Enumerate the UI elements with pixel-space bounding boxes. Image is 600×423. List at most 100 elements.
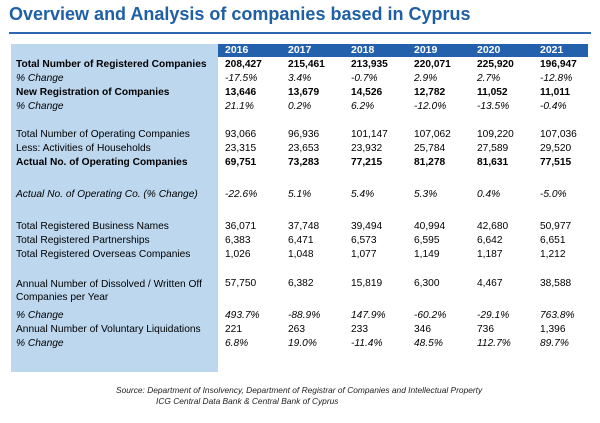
table-row: Total Number of Operating Companies 93,06…	[11, 127, 599, 141]
value-cell: 6.2%	[351, 100, 375, 112]
year-header-band	[218, 44, 588, 57]
value-cell: 0.4%	[477, 188, 501, 200]
value-cell: 25,784	[414, 142, 446, 154]
row-label: Less: Activities of Households	[16, 142, 151, 154]
value-cell: 1,048	[288, 248, 314, 260]
value-cell: 81,631	[477, 156, 509, 168]
row-label: Total Registered Partnerships	[16, 234, 150, 246]
value-cell: 23,315	[225, 142, 257, 154]
value-cell: -29.1%	[477, 309, 510, 321]
value-cell: 6.8%	[225, 337, 249, 349]
row-label: Total Registered Business Names	[16, 220, 169, 232]
value-cell: -12.0%	[414, 100, 447, 112]
value-cell: 763.8%	[540, 309, 575, 321]
table-row: New Registration of Companies 13,646 13,67…	[11, 85, 599, 99]
value-cell: 101,147	[351, 128, 388, 140]
value-cell: 346	[414, 323, 431, 335]
source-line-2: ICG Central Data Bank & Central Bank of …	[156, 396, 339, 406]
row-label: % Change	[16, 309, 64, 321]
value-cell: 23,932	[351, 142, 383, 154]
table-row: % Change -17.5% 3.4% -0.7% 2.9% 2.7% -12.8%	[11, 71, 599, 85]
companies-table: 2016 2017 2018 2019 2020 2021 Total Numb…	[11, 44, 599, 350]
value-cell: 1,396	[540, 323, 566, 335]
year-header: 2016	[225, 44, 249, 56]
table-row: % Change 6.8% 19.0% -11.4% 48.5% 112.7% 89.7%	[11, 336, 599, 350]
label-column-background	[11, 44, 218, 372]
value-cell: 6,382	[288, 278, 314, 289]
value-cell: 93,066	[225, 128, 257, 140]
value-cell: 208,427	[225, 58, 262, 70]
spacer-row	[11, 205, 599, 219]
value-cell: 42,680	[477, 220, 509, 232]
value-cell: 37,748	[288, 220, 320, 232]
table-row: % Change 493.7% -88.9% 147.9% -60.2% -29.1% 76…	[11, 308, 599, 322]
header-label-cell	[11, 44, 221, 57]
value-cell: 36,071	[225, 220, 257, 232]
value-cell: 225,920	[477, 58, 514, 70]
spacer-row	[11, 261, 599, 277]
value-cell: 11,011	[540, 86, 571, 98]
spacer-row	[11, 169, 599, 183]
value-cell: 14,526	[351, 86, 383, 98]
value-cell: 19.0%	[288, 337, 317, 349]
title-underline	[9, 32, 591, 34]
value-cell: 69,751	[225, 156, 257, 168]
table-row: Total Number of Registered Companies 208,…	[11, 57, 599, 71]
table-row: % Change 21.1% 0.2% 6.2% -12.0% -13.5% -0.4%	[11, 99, 599, 113]
value-cell: 6,595	[414, 234, 440, 246]
value-cell: 81,278	[414, 156, 446, 168]
value-cell: 50,977	[540, 220, 572, 232]
value-cell: 2.9%	[414, 72, 438, 84]
value-cell: 6,471	[288, 234, 314, 246]
value-cell: 3.4%	[288, 72, 312, 84]
value-cell: 39,494	[351, 220, 383, 232]
value-cell: 40,994	[414, 220, 446, 232]
value-cell: -22.6%	[225, 188, 258, 200]
value-cell: 107,062	[414, 128, 451, 140]
value-cell: -17.5%	[225, 72, 258, 84]
value-cell: 48.5%	[414, 337, 443, 349]
value-cell: 21.1%	[225, 100, 254, 112]
table-row: Annual Number of Voluntary Liquidations 2…	[11, 322, 599, 336]
table-row: Actual No. of Operating Co. (% Change) -2…	[11, 183, 599, 205]
table-row: Total Registered Partnerships 6,383 6,471 6…	[11, 233, 599, 247]
value-cell: 1,212	[540, 248, 566, 260]
value-cell: 5.3%	[414, 188, 438, 200]
value-cell: 13,679	[288, 86, 320, 98]
value-cell: 73,283	[288, 156, 320, 168]
value-cell: 215,461	[288, 58, 325, 70]
table-row: Annual Number of Dissolved / Written Off…	[11, 277, 599, 308]
value-cell: -13.5%	[477, 100, 510, 112]
value-cell: 220,071	[414, 58, 451, 70]
value-cell: 57,750	[225, 278, 257, 289]
value-cell: 77,215	[351, 156, 383, 168]
value-cell: 77,515	[540, 156, 572, 168]
row-label: Annual Number of Dissolved / Written Off…	[16, 279, 202, 303]
value-cell: -5.0%	[540, 188, 567, 200]
value-cell: -12.8%	[540, 72, 573, 84]
row-label: Total Registered Overseas Companies	[16, 248, 191, 260]
value-cell: 0.2%	[288, 100, 312, 112]
value-cell: 736	[477, 323, 494, 335]
value-cell: 29,520	[540, 142, 572, 154]
value-cell: 1,187	[477, 248, 503, 260]
value-cell: 107,036	[540, 128, 577, 140]
value-cell: 221	[225, 323, 242, 335]
page-title: Overview and Analysis of companies based…	[9, 4, 471, 24]
value-cell: 5.1%	[288, 188, 312, 200]
row-label: Total Number of Registered Companies	[16, 58, 207, 70]
table-row: Total Registered Overseas Companies 1,026…	[11, 247, 599, 261]
value-cell: -88.9%	[288, 309, 321, 321]
value-cell: 13,646	[225, 86, 257, 98]
row-label: Annual Number of Voluntary Liquidations	[16, 323, 201, 335]
year-header: 2017	[288, 44, 312, 56]
value-cell: 493.7%	[225, 309, 260, 321]
row-label: % Change	[16, 100, 64, 112]
value-cell: 6,383	[225, 234, 251, 246]
value-cell: 1,149	[414, 248, 440, 260]
row-label: % Change	[16, 72, 64, 84]
value-cell: 112.7%	[477, 337, 511, 349]
value-cell: 6,651	[540, 234, 566, 246]
value-cell: 11,052	[477, 86, 508, 98]
value-cell: 6,573	[351, 234, 377, 246]
